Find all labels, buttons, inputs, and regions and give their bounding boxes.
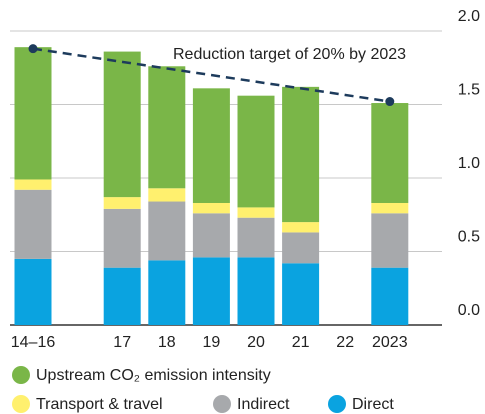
- legend-label: Indirect: [237, 396, 290, 413]
- bar-segment: [103, 197, 141, 209]
- x-tick-label: 21: [292, 334, 310, 351]
- x-tick-label: 18: [158, 334, 176, 351]
- legend-swatch: [12, 366, 30, 384]
- bar-segment: [14, 179, 52, 190]
- bar-segment: [14, 258, 52, 325]
- bar-segment: [282, 86, 320, 223]
- target-point: [28, 44, 38, 54]
- bar-segment: [192, 257, 230, 325]
- bar-segment: [371, 202, 409, 214]
- y-tick-label: 2.0: [458, 8, 480, 25]
- bar-segment: [103, 267, 141, 325]
- bar-segment: [371, 213, 409, 268]
- bar-segment: [237, 217, 275, 258]
- bar-segment: [103, 208, 141, 268]
- bar-segment: [14, 47, 52, 180]
- annotation: Reduction target of 20% by 2023: [173, 46, 406, 63]
- bar-segment: [371, 103, 409, 203]
- target-point: [385, 97, 395, 107]
- bar-segment: [282, 263, 320, 325]
- y-tick-label: 1.0: [458, 155, 480, 172]
- x-tick-label: 20: [247, 334, 265, 351]
- bar-segment: [282, 222, 320, 233]
- legend-swatch: [328, 395, 346, 413]
- bar-segment: [148, 260, 186, 325]
- x-tick-label: 2023: [372, 334, 408, 351]
- bar-segment: [371, 267, 409, 325]
- x-tick-label: 19: [203, 334, 221, 351]
- legend-swatch: [213, 395, 231, 413]
- bar-segment: [237, 207, 275, 218]
- x-tick-label: 22: [336, 334, 354, 351]
- legend-swatch: [12, 395, 30, 413]
- x-tick-label: 14–16: [11, 334, 56, 351]
- bar-segment: [282, 232, 320, 264]
- bar-segment: [148, 201, 186, 261]
- bar-segment: [192, 88, 230, 203]
- legend-label: Transport & travel: [36, 396, 163, 413]
- y-tick-label: 1.5: [458, 82, 480, 99]
- bar-segment: [192, 202, 230, 214]
- bar-segment: [14, 189, 52, 259]
- target-line: [32, 47, 390, 103]
- bar-segment: [148, 66, 186, 189]
- y-tick-label: 0.5: [458, 229, 480, 246]
- bar-segment: [103, 51, 141, 198]
- bar-segment: [148, 188, 186, 202]
- y-tick-label: 0.0: [458, 302, 480, 319]
- bar-segment: [237, 95, 275, 208]
- legend-label: Direct: [352, 396, 394, 413]
- bar-segment: [237, 257, 275, 325]
- bar-segment: [192, 213, 230, 258]
- x-tick-label: 17: [113, 334, 131, 351]
- bars: [14, 47, 409, 325]
- overlay: 14–16 17 18 19 20 21 22 2023 Reduction target of…: [11, 44, 408, 413]
- legend-label: Upstream CO₂ emission intensity: [36, 367, 271, 384]
